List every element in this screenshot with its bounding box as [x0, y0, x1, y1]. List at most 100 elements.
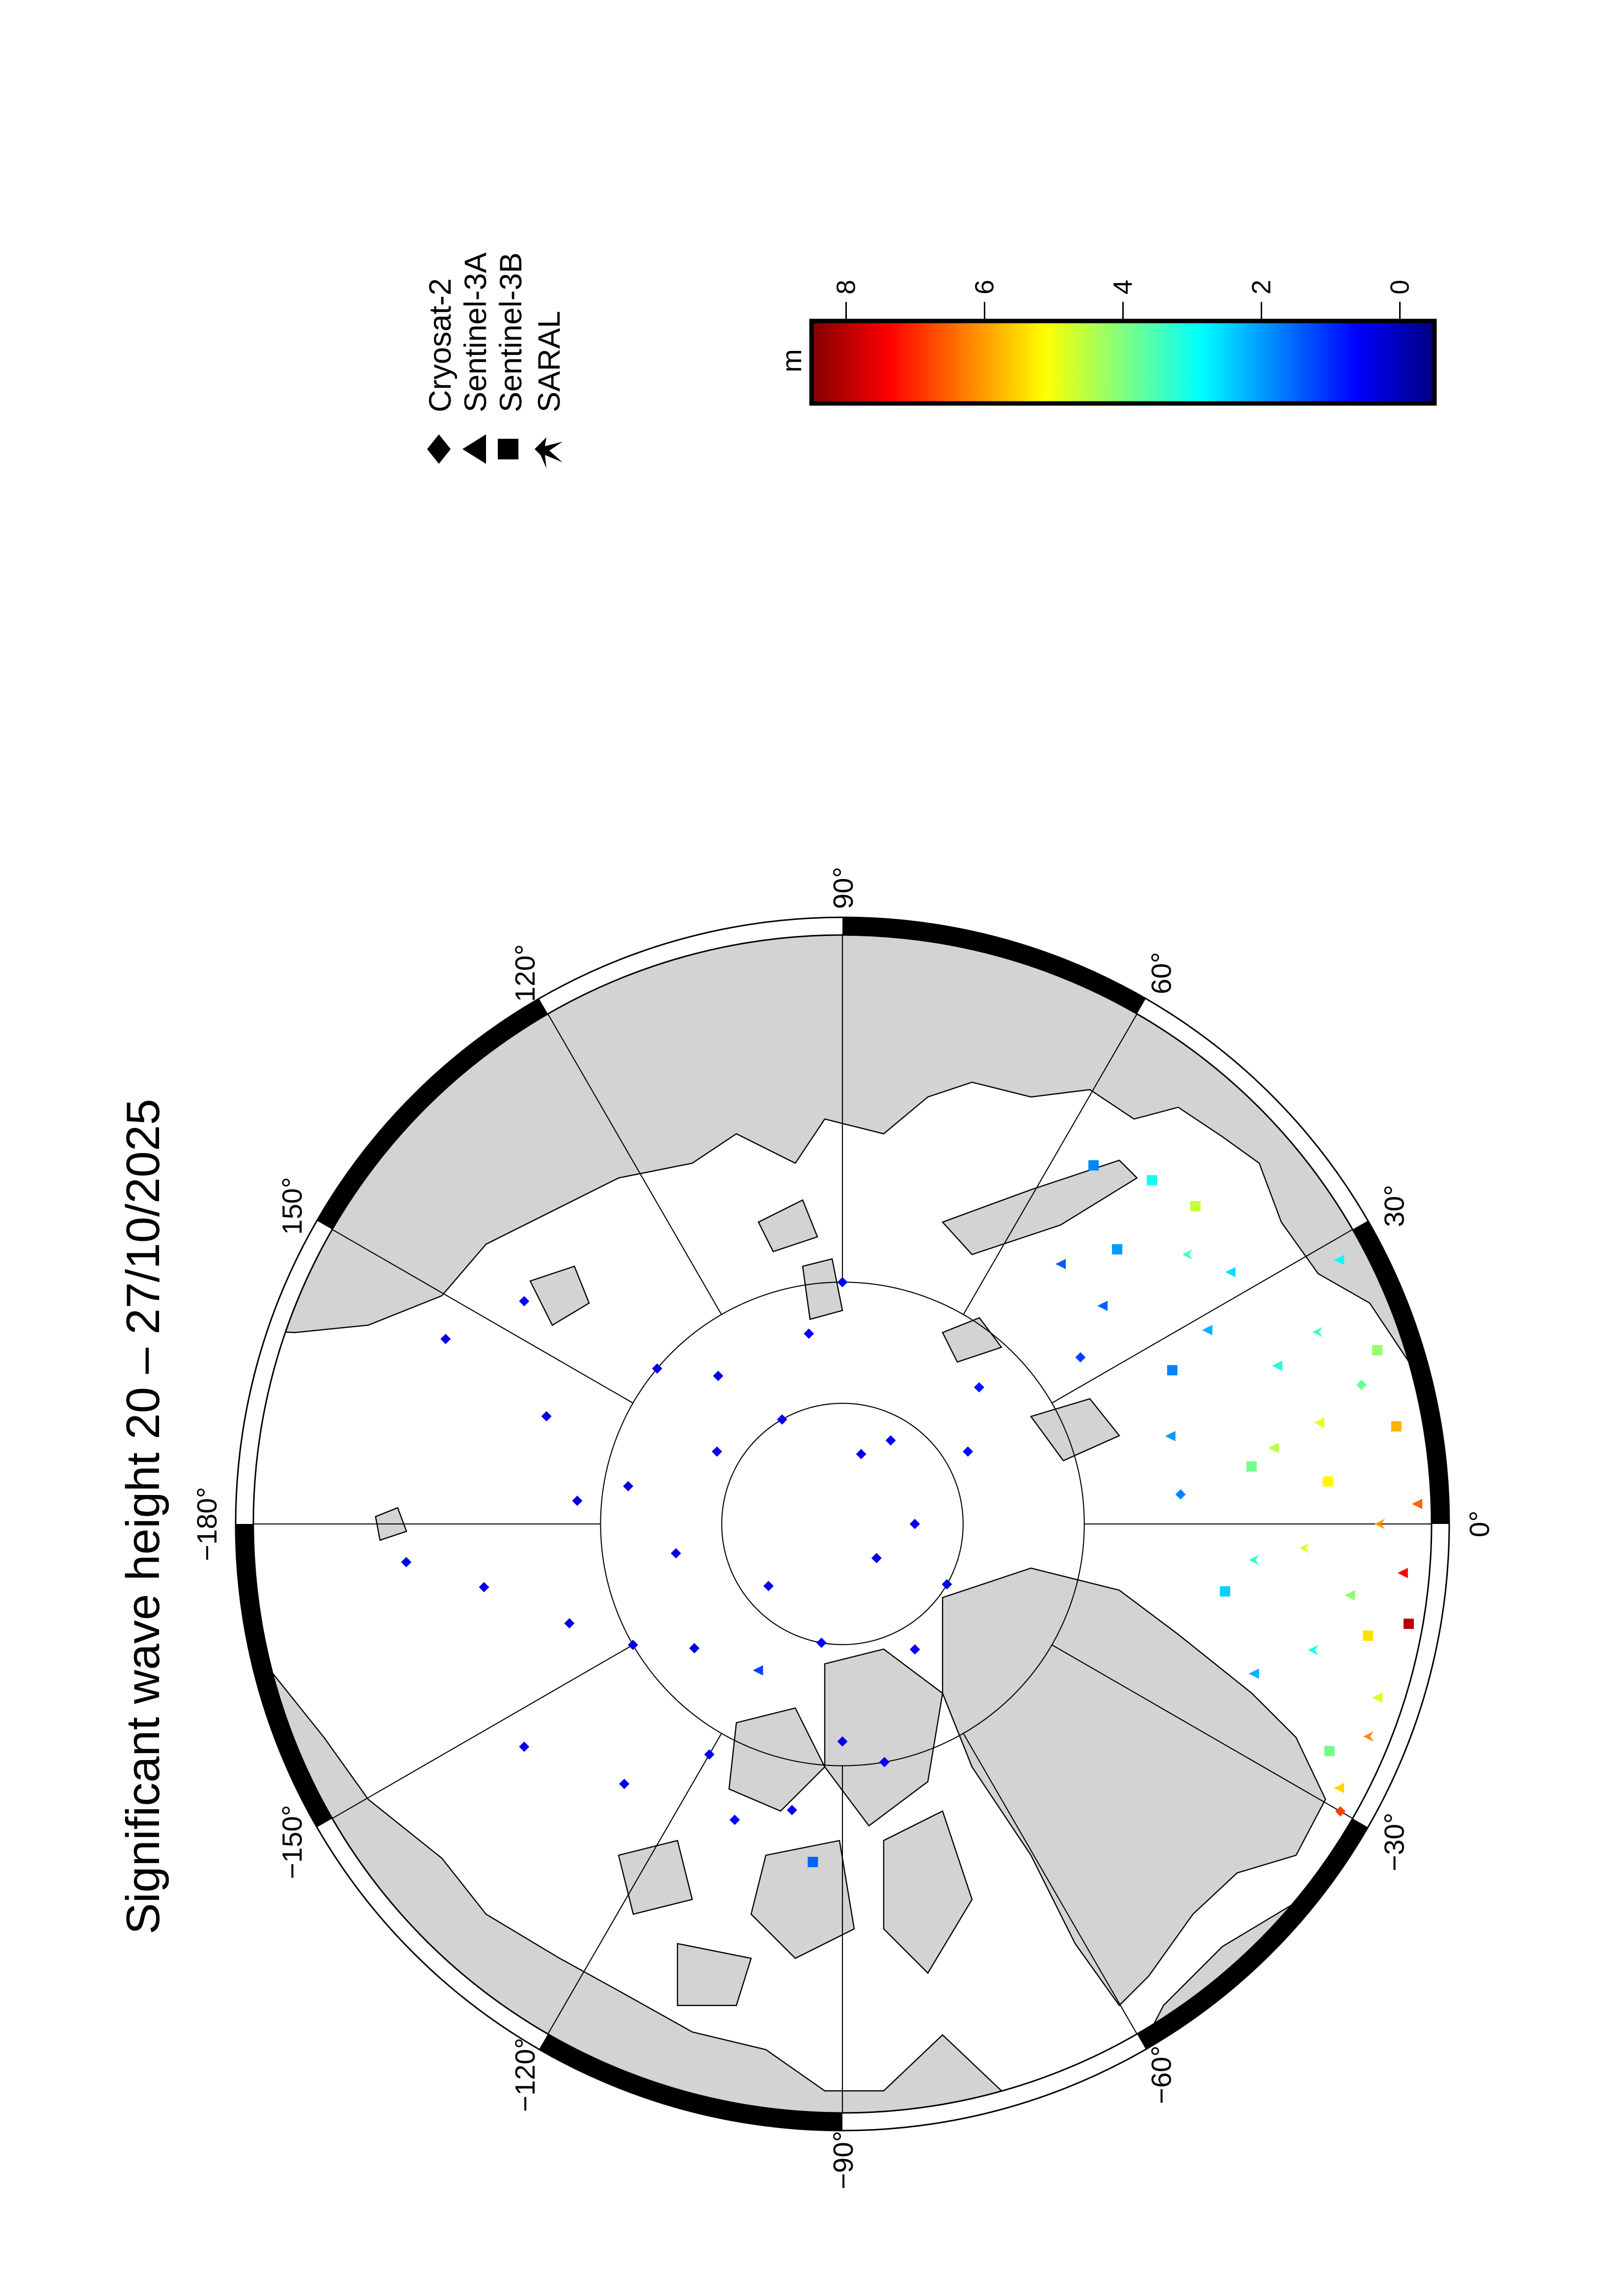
latitude-circle: [721, 1403, 964, 1645]
star-icon: [535, 437, 563, 469]
data-point-sentinel-3a: [1248, 1668, 1259, 1679]
longitude-label: −120°: [510, 2038, 541, 2112]
data-point-cryosat-2: [763, 1580, 774, 1591]
colorbar-unit-label: m: [776, 349, 808, 372]
data-point-cryosat-2: [401, 1557, 412, 1568]
data-point-sentinel-3a: [1397, 1568, 1408, 1578]
meridian-line: [547, 1014, 722, 1315]
land-svalbard: [1030, 1398, 1120, 1462]
data-point-cryosat-2: [1335, 1806, 1346, 1817]
data-point-sentinel-3a: [1412, 1498, 1423, 1509]
data-point-cryosat-2: [910, 1644, 920, 1655]
longitude-label: 60°: [1146, 952, 1177, 994]
data-point-sentinel-3b: [1403, 1618, 1414, 1629]
data-point-cryosat-2: [652, 1363, 663, 1374]
data-point-cryosat-2: [730, 1815, 740, 1825]
data-point-cryosat-2: [713, 1370, 724, 1381]
colorbar-tick-label: 8: [832, 280, 861, 294]
data-point-cryosat-2: [974, 1382, 984, 1393]
data-point-sentinel-3a: [1165, 1431, 1176, 1442]
longitude-label: −90°: [828, 2131, 859, 2189]
data-point-sentinel-3b: [1246, 1461, 1257, 1472]
data-point-cryosat-2: [711, 1446, 722, 1457]
longitude-labels: 0° 30° 60° 90° 120° 150° −180° −150° −120° −90° −6…: [191, 867, 1495, 2189]
satellite-legend: Cryosat-2 Sentinel-3A Sentinel-3B SARAL: [423, 252, 567, 469]
land-greenland: [942, 1567, 1326, 2006]
colorbar-gradient: [809, 319, 1437, 406]
data-point-sentinel-3b: [1363, 1630, 1374, 1641]
data-point-sentinel-3b: [1190, 1201, 1201, 1212]
data-point-sentinel-3a: [1268, 1442, 1279, 1453]
data-point-cryosat-2: [942, 1579, 952, 1590]
colorbar-tick-label: 2: [1247, 280, 1276, 294]
colorbar: m 8 6 4 2 0: [776, 280, 1437, 406]
data-point-sentinel-3a: [753, 1665, 763, 1676]
map-border-outer: [235, 916, 1450, 2132]
data-point-sentinel-3b: [1167, 1365, 1178, 1376]
data-point-saral: [1363, 1731, 1374, 1742]
land-new-siberian-islands: [529, 1199, 818, 1326]
data-point-cryosat-2: [572, 1495, 583, 1506]
colorbar-tick-label: 4: [1109, 280, 1138, 294]
data-point-cryosat-2: [619, 1779, 630, 1789]
graticule: [253, 935, 1432, 2113]
land-severnaya-zemlya: [802, 1258, 843, 1320]
data-point-sentinel-3a: [1202, 1325, 1213, 1335]
polar-map: 0° 30° 60° 90° 120° 150° −180° −150° −120° −90° −6…: [191, 867, 1495, 2189]
meridian-line: [1052, 1229, 1353, 1404]
meridian-line: [547, 1733, 722, 2034]
longitude-label: 90°: [828, 867, 859, 909]
data-point-sentinel-3b: [1372, 1345, 1383, 1356]
data-point-cryosat-2: [1075, 1352, 1086, 1363]
data-point-sentinel-3b: [1147, 1175, 1158, 1186]
altimetry-points: [401, 1160, 1423, 1868]
data-point-sentinel-3a: [1055, 1258, 1066, 1269]
data-point-sentinel-3b: [808, 1857, 818, 1868]
data-point-cryosat-2: [519, 1296, 530, 1307]
longitude-label: −150°: [277, 1805, 308, 1879]
meridian-line: [963, 1014, 1137, 1315]
data-point-cryosat-2: [627, 1639, 638, 1650]
land-novaya-zemlya: [941, 1159, 1138, 1255]
colorbar-tick-label: 6: [970, 280, 1000, 294]
data-point-sentinel-3a: [1271, 1361, 1282, 1371]
frame-segment: [1137, 998, 1368, 1230]
data-point-sentinel-3a: [1334, 1783, 1345, 1793]
data-point-sentinel-3b: [1112, 1244, 1123, 1255]
data-point-sentinel-3a: [1372, 1692, 1383, 1703]
data-point-cryosat-2: [689, 1643, 700, 1654]
data-point-cryosat-2: [837, 1277, 848, 1287]
data-point-cryosat-2: [879, 1757, 890, 1767]
data-point-cryosat-2: [519, 1741, 530, 1752]
legend-label-sentinel-3b: Sentinel-3B: [494, 252, 528, 412]
data-point-cryosat-2: [1356, 1380, 1367, 1390]
data-point-sentinel-3a: [1314, 1417, 1325, 1428]
longitude-label: −30°: [1379, 1813, 1410, 1871]
colorbar-ticks: 8 6 4 2 0: [832, 280, 1415, 321]
longitude-label: −180°: [191, 1487, 223, 1561]
data-point-sentinel-3b: [1088, 1160, 1099, 1171]
data-point-cryosat-2: [704, 1749, 715, 1760]
data-point-cryosat-2: [671, 1548, 681, 1559]
data-point-saral: [1182, 1249, 1193, 1260]
data-point-cryosat-2: [786, 1805, 797, 1815]
data-point-saral: [1299, 1543, 1310, 1553]
legend-label-sentinel-3a: Sentinel-3A: [459, 252, 493, 412]
longitude-label: −60°: [1146, 2046, 1177, 2104]
data-point-sentinel-3a: [1225, 1267, 1236, 1278]
data-point-cryosat-2: [909, 1519, 920, 1529]
longitude-label: 120°: [510, 944, 541, 1002]
data-point-cryosat-2: [777, 1414, 787, 1425]
data-point-sentinel-3a: [1097, 1301, 1108, 1311]
triangle-icon: [462, 434, 486, 464]
data-point-saral: [1375, 1519, 1385, 1529]
data-point-cryosat-2: [541, 1411, 552, 1422]
data-point-saral: [1312, 1327, 1323, 1337]
data-point-cryosat-2: [816, 1637, 827, 1648]
data-point-sentinel-3b: [1391, 1421, 1402, 1432]
colorbar-tick-label: 0: [1385, 280, 1415, 294]
map-frame: [235, 916, 1450, 2132]
meridian-line: [332, 1229, 633, 1404]
land-franz-josef: [942, 1317, 1002, 1363]
